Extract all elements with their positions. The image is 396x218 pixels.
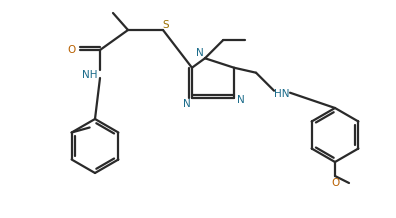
- Text: O: O: [68, 45, 76, 55]
- Text: N: N: [183, 99, 191, 109]
- Text: NH: NH: [82, 70, 98, 80]
- Text: N: N: [237, 95, 245, 105]
- Text: HN: HN: [274, 89, 290, 99]
- Text: N: N: [196, 48, 204, 58]
- Text: S: S: [163, 20, 169, 30]
- Text: O: O: [331, 178, 339, 188]
